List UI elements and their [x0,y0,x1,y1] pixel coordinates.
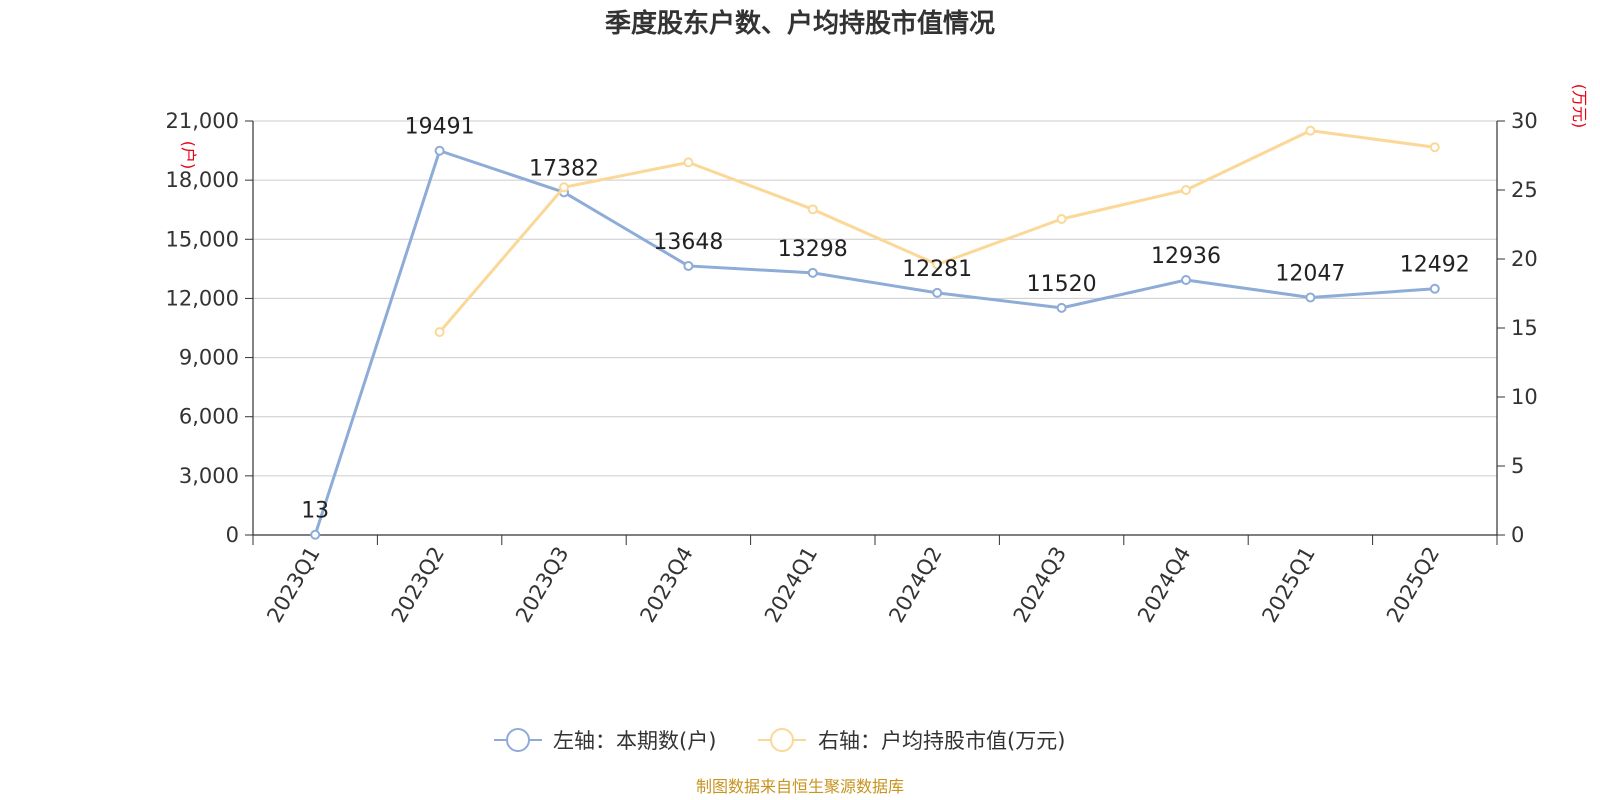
x-axis-tick-label: 2025Q1 [1257,543,1319,627]
axes: 0 3,000 6,000 9,000 12,000 15,000 18,000 21,000… [166,109,1538,627]
legend-swatch-marker [770,728,794,752]
data-point[interactable] [434,327,445,338]
data-label: 13298 [778,237,848,262]
data-point[interactable] [1305,292,1316,303]
data-point[interactable] [1429,283,1440,294]
x-axis-tick-label: 2023Q1 [262,543,324,627]
data-label: 19491 [405,115,475,140]
right-axis-tick-label: 15 [1511,316,1538,340]
x-axis-tick-label: 2024Q2 [884,543,946,627]
data-label: 13648 [653,230,723,255]
data-point[interactable] [683,157,694,168]
series-line-0 [313,149,1435,536]
right-axis-unit: (万元) [1570,84,1589,129]
data-point[interactable] [1181,274,1191,285]
legend-swatch-marker [506,728,530,752]
data-point[interactable] [1056,302,1067,313]
right-axis-tick-label: 30 [1511,109,1538,133]
left-axis-tick-label: 12,000 [166,286,239,310]
x-axis-tick-label: 2023Q3 [511,543,573,627]
data-label: 12047 [1275,262,1345,287]
right-axis-tick-label: 10 [1511,385,1538,409]
left-axis-tick-label: 0 [226,523,239,547]
x-axis-tick-label: 2024Q3 [1009,543,1071,627]
left-axis-tick-label: 9,000 [179,346,239,370]
data-point[interactable] [310,529,321,540]
x-axis-tick-label: 2023Q2 [387,543,449,627]
data-point[interactable] [807,267,818,278]
right-axis-tick-label: 25 [1511,178,1538,202]
left-axis-tick-label: 18,000 [166,168,239,192]
data-label: 17382 [529,156,599,181]
right-axis-tick-label: 0 [1511,523,1524,547]
series-layer: 13 19491 17382 13648 13298 12281 11520 12936 120… [301,115,1470,540]
data-point[interactable] [932,287,943,298]
data-point[interactable] [683,260,694,271]
data-label: 13 [301,499,329,524]
data-point[interactable] [1181,185,1191,195]
data-point[interactable] [1305,125,1316,136]
data-label: 12936 [1151,244,1221,269]
x-axis-tick-label: 2024Q4 [1133,543,1195,627]
left-axis-tick-label: 6,000 [179,405,239,429]
data-label: 12281 [902,257,972,282]
data-point[interactable] [434,145,445,156]
source-note: 制图数据来自恒生聚源数据库 [696,777,904,796]
left-axis-tick-label: 3,000 [179,464,239,488]
data-point[interactable] [807,204,818,215]
data-point[interactable] [932,259,943,270]
x-axis-tick-label: 2024Q1 [760,543,822,627]
x-axis-tick-label: 2023Q4 [635,543,697,627]
chart-title: 季度股东户数、户均持股市值情况 [605,8,995,39]
legend[interactable]: 左轴：本期数(户) 右轴：户均持股市值(万元) [494,728,1065,753]
data-point[interactable] [559,182,569,193]
left-axis-tick-label: 21,000 [166,109,239,133]
data-label: 11520 [1027,272,1097,297]
x-axis-tick-label: 2025Q2 [1382,543,1444,627]
data-label: 12492 [1400,253,1470,278]
left-axis-unit: (户) [179,141,198,170]
right-axis-tick-label: 5 [1511,454,1524,478]
left-axis-tick-label: 15,000 [166,227,239,251]
data-point[interactable] [1429,142,1440,153]
legend-label[interactable]: 左轴：本期数(户) [553,729,716,753]
right-axis-tick-label: 20 [1511,247,1538,271]
grid [253,120,1497,477]
data-point[interactable] [1056,213,1067,224]
legend-label[interactable]: 右轴：户均持股市值(万元) [818,729,1065,753]
